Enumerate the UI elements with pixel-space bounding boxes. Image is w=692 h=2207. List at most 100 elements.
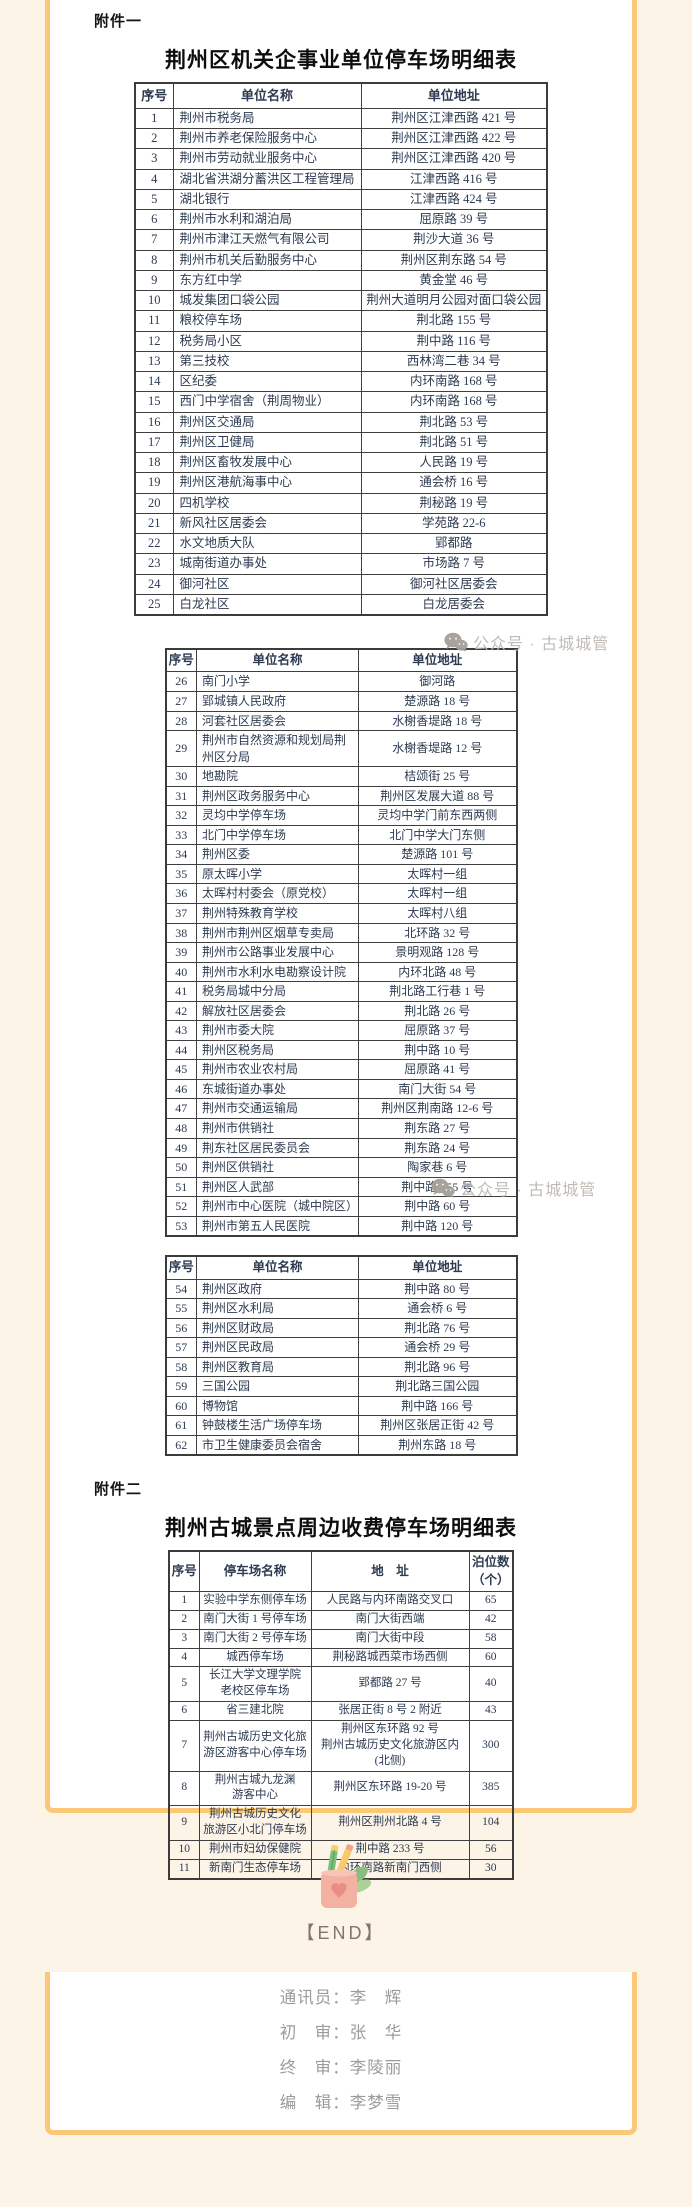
unit-parking-table-1: 序号 单位名称 单位地址 1 荆州市税务局 荆州区江津西路 421 号 2 荆州市养老保险服务… [134, 82, 548, 617]
watermark-text: 公众号 · 古城城管 [460, 1182, 597, 1199]
table-cell: 23 [134, 553, 174, 575]
table-cell: 5 [168, 1666, 200, 1703]
table-cell: 荆州区委 [196, 844, 359, 865]
table-row: 26 南门小学 御河路 [165, 671, 517, 692]
table-cell: 18 [134, 452, 174, 474]
table-cell: 粮校停车场 [172, 310, 362, 332]
table-row: 30 地勘院 桔颂街 25 号 [165, 766, 517, 787]
credit-correspondent: 通讯员：李 辉 [279, 1989, 403, 2007]
table-cell: 太晖村村委会（原党校） [196, 883, 359, 904]
table-cell: 桔颂街 25 号 [358, 766, 517, 787]
table-cell: 荆中路 80 号 [358, 1278, 517, 1300]
table-cell: 荆州区政务服务中心 [196, 785, 359, 807]
table-row: 8 荆州古城九龙渊 游客中心 荆州区东环路 19-20 号 385 [168, 1770, 514, 1807]
table-cell: 11 [134, 310, 174, 332]
table-cell: 荆州区民政局 [196, 1337, 359, 1358]
table-cell: 郢都路 27 号 [310, 1666, 470, 1703]
credit-final-review: 终 审：李陵丽 [279, 2059, 403, 2077]
table-cell: 内环南路 168 号 [360, 391, 548, 413]
table-cell: 荆州区江津西路 420 号 [360, 148, 548, 170]
table-cell: 荆州东路 18 号 [358, 1434, 517, 1456]
table-cell: 16 [134, 411, 174, 433]
table-cell: 47 [165, 1098, 197, 1120]
table-cell: 25 [134, 593, 174, 616]
credits-card: 通讯员：李 辉 初 审：张 华 终 审：李陵丽 编 辑：李梦雪 [45, 1972, 637, 2135]
unit-parking-table-3: 序号 单位名称 单位地址 54 荆州区政府 荆中路 80 号 55 荆州区水利局 通会桥 6 号… [164, 1255, 518, 1457]
document-card: 附件一 荆州区机关企事业单位停车场明细表 序号 单位名称 单位地址 1 荆州市税务局 荆州… [45, 0, 637, 1880]
column-header: 序号 [168, 1550, 200, 1592]
table-cell: 郢都路 [360, 533, 548, 555]
table-cell: 11 [168, 1858, 200, 1880]
table-cell: 43 [165, 1020, 197, 1041]
table-row: 28 河套社区居委会 水榭香堤路 18 号 [165, 710, 517, 732]
table-cell: 37 [165, 903, 197, 924]
end-label: 【END】 [296, 1923, 386, 1943]
table-row: 60 博物馆 荆中路 166 号 [165, 1395, 517, 1417]
table-cell: 通会桥 16 号 [360, 472, 548, 494]
table-cell: 13 [134, 350, 174, 373]
table-cell: 四机学校 [172, 492, 362, 514]
header-row: 序号 单位名称 单位地址 [165, 648, 517, 673]
table-cell: 40 [468, 1666, 514, 1703]
table-cell: 荆州古城九龙渊 游客中心 [198, 1770, 312, 1807]
header-row: 序号 停车场名称地 址泊位数 （个） [168, 1550, 514, 1592]
table-cell: 新风社区居委会 [172, 512, 362, 535]
table-cell: 荆州古城历史文化旅 游区游客中心停车场 [198, 1719, 312, 1772]
table-cell: 南门大街中段 [310, 1628, 470, 1649]
table-row: 29 荆州市自然资源和规划局荆州区分局 水榭香堤路 12 号 [165, 730, 517, 768]
table-row: 53 荆州市第五人民医院 荆中路 120 号 [165, 1215, 517, 1237]
table-cell: 3 [168, 1628, 200, 1649]
table-cell: 荆州市机关后勤服务中心 [172, 249, 362, 271]
table-cell: 荆秘路城西菜市场西侧 [310, 1647, 470, 1668]
table-cell: 市场路 7 号 [360, 553, 548, 575]
table-cell: 17 [134, 431, 174, 454]
watermark-1: 公众号 · 古城城管 [444, 630, 609, 654]
table-cell: 第三技校 [172, 350, 362, 373]
table-cell: 24 [134, 573, 174, 595]
table-cell: 57 [165, 1337, 197, 1358]
table-row: 40 荆州市水利水电勘察设计院 内环北路 48 号 [165, 961, 517, 983]
table-cell: 荆北路 26 号 [358, 1000, 517, 1022]
table-cell: 7 [168, 1719, 200, 1772]
table-cell: 26 [165, 671, 197, 692]
table-cell: 荆州市津江天燃气有限公司 [172, 229, 362, 251]
table-cell: 太晖村八组 [358, 903, 517, 924]
table-cell: 荆北路 53 号 [360, 411, 548, 433]
table-row: 2 南门大街 1 号停车场 南门大街西端 42 [168, 1609, 514, 1630]
column-header: 停车场名称 [198, 1550, 312, 1592]
table-cell: 北门中学大门东侧 [358, 824, 517, 846]
column-header: 地 址 [310, 1550, 470, 1592]
table-cell: 10 [134, 290, 174, 312]
table-row: 24 御河社区 御河社区居委会 [134, 573, 548, 595]
table-row: 38 荆州市荆州区烟草专卖局 北环路 32 号 [165, 922, 517, 944]
table-cell: 城西停车场 [198, 1647, 312, 1668]
table-row: 32 灵均中学停车场 灵均中学门前东西两侧 [165, 805, 517, 826]
table-cell: 张居正街 8 号 2 附近 [310, 1701, 470, 1721]
attachment1-label: 附件一 [94, 14, 143, 30]
table-cell: 荆东社区居民委员会 [196, 1137, 359, 1159]
table-row: 37 荆州特殊教育学校 太晖村八组 [165, 903, 517, 924]
table-cell: 29 [165, 730, 197, 768]
table-cell: 江津西路 424 号 [360, 188, 548, 211]
table-cell: 42 [468, 1609, 514, 1630]
table-cell: 32 [165, 805, 197, 826]
table-cell: 9 [134, 269, 174, 292]
table-row: 54 荆州区政府 荆中路 80 号 [165, 1278, 517, 1300]
table-cell: 22 [134, 533, 174, 555]
table-cell: 荆州区卫健局 [172, 431, 362, 454]
attachment2-label: 附件二 [94, 1482, 143, 1499]
table-row: 35 原太晖小学 太晖村一组 [165, 863, 517, 885]
table-cell: 陶家巷 6 号 [358, 1157, 517, 1178]
table-cell: 53 [165, 1215, 197, 1237]
table-row: 8 荆州市机关后勤服务中心 荆州区荆东路 54 号 [134, 249, 548, 271]
table-cell: 荆中路 116 号 [360, 330, 548, 352]
table-cell: 三国公园 [196, 1376, 359, 1397]
table-cell: 学苑路 22-6 [360, 512, 548, 535]
table-row: 23 城南街道办事处 市场路 7 号 [134, 553, 548, 575]
table-row: 4 城西停车场 荆秘路城西菜市场西侧 60 [168, 1647, 514, 1668]
table-cell: 45 [165, 1059, 197, 1080]
table-cell: 6 [134, 209, 174, 231]
table-cell: 博物馆 [196, 1395, 359, 1417]
table-cell: 钟鼓楼生活广场停车场 [196, 1415, 359, 1436]
table-cell: 荆北路 51 号 [360, 431, 548, 454]
